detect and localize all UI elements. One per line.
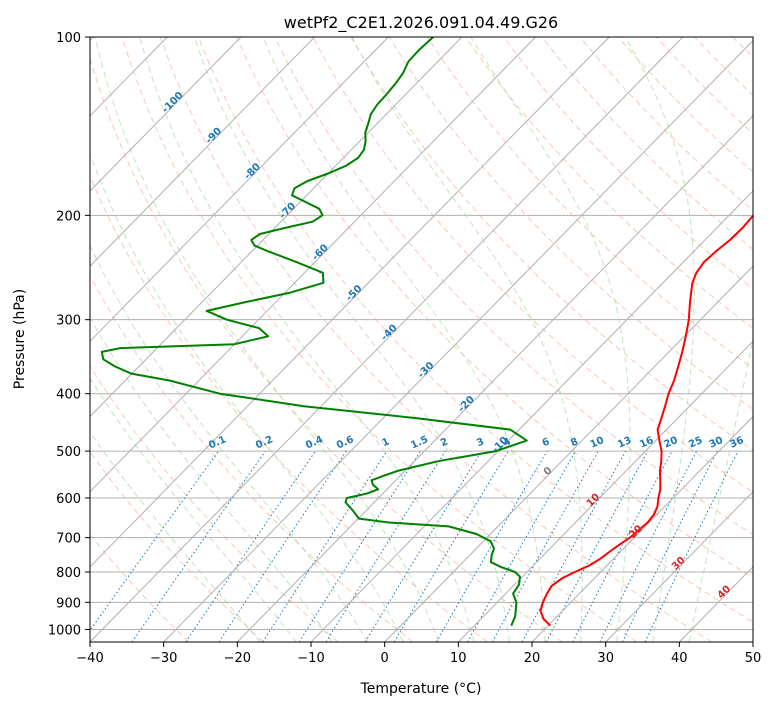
- isotherm-line: [457, 340, 753, 642]
- mixing-ratio-line: [364, 450, 483, 642]
- x-tick-label: −20: [224, 651, 251, 666]
- isotherm-line: [531, 415, 753, 642]
- plot-frame: [89, 36, 754, 643]
- moist-adiabat: [90, 244, 369, 642]
- isotherm-line: [90, 37, 684, 642]
- mixing-ratio-label: 36: [728, 435, 745, 451]
- mixing-ratio-line: [218, 450, 347, 642]
- y-tick-label: 800: [56, 566, 81, 581]
- isotherm-line: [90, 37, 463, 418]
- x-tick-label: −40: [76, 651, 103, 666]
- plot-area: 0.1 0.2 0.4 0.6 1 1.5 2 3 4 6 8 10 13 16 20 25 30 36-100-…: [90, 37, 753, 642]
- mixing-ratio-line: [599, 450, 698, 642]
- mixing-ratio-line: [467, 450, 577, 642]
- dewpoint-line: [100, 37, 528, 626]
- y-tick-label: 300: [56, 314, 81, 329]
- moist-adiabat: [90, 431, 261, 642]
- mixing-ratio-line: [131, 450, 266, 642]
- y-tick-label: 600: [56, 492, 81, 507]
- x-tick-label: 0: [381, 651, 389, 666]
- y-axis-title: Pressure (hPa): [12, 289, 28, 389]
- axes: −40 −30 −20 −10 0 10 20 30 40 50 1000 900 800 700 600 5…: [48, 31, 761, 666]
- y-tick-label: 1000: [48, 623, 81, 638]
- moist-adiabat: [193, 37, 510, 642]
- isotherm-line: [310, 190, 753, 642]
- chart-title: wetPf2_C2E1.2026.091.04.49.G26: [284, 13, 558, 33]
- isotherm-line: [90, 37, 242, 192]
- mixing-ratio-label: 20: [662, 435, 679, 451]
- moist-adiabat: [688, 336, 753, 642]
- mixing-ratio-label: 1: [380, 436, 391, 449]
- y-tick-label: 400: [56, 388, 81, 403]
- dry-adiabat: [159, 37, 712, 642]
- moist-adiabat: [624, 37, 695, 642]
- mixing-ratio-label: 3: [475, 436, 486, 449]
- sounding-series: [100, 37, 753, 627]
- dry-adiabat: [90, 451, 264, 642]
- temperature-line: [539, 213, 753, 627]
- mixing-ratio-lines: [90, 450, 739, 642]
- mixing-ratio-label: 8: [569, 436, 580, 449]
- dry-adiabat: [197, 37, 753, 623]
- mixing-ratio-label: 4: [502, 436, 513, 449]
- moist-adiabat: [90, 316, 333, 642]
- mixing-ratio-line: [521, 450, 627, 642]
- isotherm-line: [163, 39, 753, 642]
- mixing-ratio-label: 6: [541, 436, 552, 449]
- y-tick-label: 700: [56, 532, 81, 547]
- isotherm-line: [90, 37, 389, 343]
- dry-adiabat: [90, 365, 339, 642]
- x-tick-label: −30: [150, 651, 177, 666]
- y-tick-label: 100: [56, 31, 81, 46]
- x-tick-label: 10: [450, 651, 467, 666]
- mixing-ratio-line: [545, 450, 649, 642]
- dry-adiabat: [90, 56, 563, 642]
- isotherm-line: [90, 37, 315, 267]
- y-tick-label: 200: [56, 209, 81, 224]
- moist-adiabat: [94, 37, 439, 642]
- mixing-ratio-label: 25: [687, 435, 704, 451]
- mixing-ratio-line: [621, 450, 718, 642]
- dry-adiabat: [121, 37, 638, 642]
- x-axis-title: Temperature (°C): [360, 681, 482, 697]
- mixing-ratio-label: 16: [638, 435, 655, 451]
- dry-adiabat: [426, 37, 753, 370]
- x-tick-label: 40: [671, 651, 688, 666]
- dry-adiabat: [350, 37, 753, 451]
- x-tick-label: 50: [745, 651, 762, 666]
- mixing-ratio-line: [298, 450, 422, 642]
- isotherm-line: [384, 265, 753, 642]
- x-tick-label: 20: [524, 651, 541, 666]
- mixing-ratio-label: 13: [616, 435, 633, 451]
- isotherm-line: [605, 490, 753, 642]
- y-tick-label: 500: [56, 445, 81, 460]
- dry-adiabat: [312, 37, 753, 493]
- y-tick-label: 900: [56, 596, 81, 611]
- mixing-ratio-line: [262, 450, 388, 642]
- mixing-ratio-line: [185, 450, 316, 642]
- mixing-ratio-label: 30: [708, 435, 725, 451]
- x-tick-label: 30: [597, 651, 614, 666]
- mixing-ratio-label: 2: [439, 436, 450, 449]
- isotherms: [90, 37, 753, 642]
- dry-adiabat: [388, 37, 753, 410]
- dry-adiabat: [236, 37, 753, 579]
- x-tick-label: −10: [297, 651, 324, 666]
- moist-adiabat: [139, 37, 475, 642]
- dry-adiabat: [90, 175, 488, 642]
- isotherm-line: [236, 115, 753, 642]
- isotherm-line: [90, 37, 536, 493]
- mixing-ratio-line: [90, 450, 220, 632]
- moist-adiabat: [470, 37, 631, 642]
- moist-adiabat: [262, 37, 546, 642]
- isotherm-line: [90, 37, 610, 568]
- mixing-ratio-label: 10: [589, 435, 606, 451]
